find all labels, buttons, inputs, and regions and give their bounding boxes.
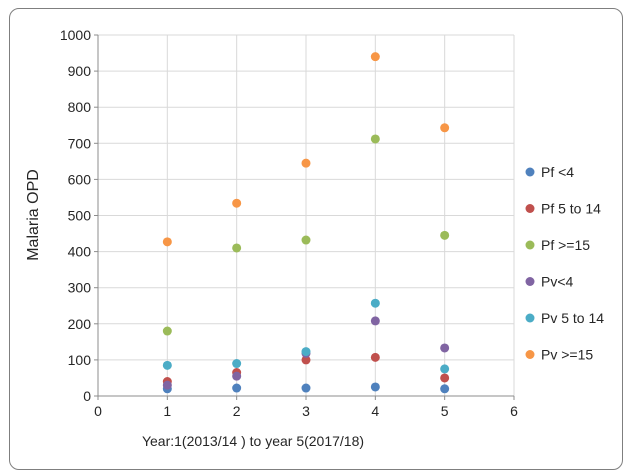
legend-marker [525, 277, 535, 286]
data-point [232, 198, 242, 208]
legend-marker [525, 204, 535, 213]
data-point [301, 235, 311, 245]
data-point [232, 371, 242, 381]
data-point [232, 359, 242, 369]
data-point [301, 158, 311, 168]
data-point [301, 347, 311, 357]
x-axis-label: Year:1(2013/14 ) to year 5(2017/18) [142, 433, 364, 449]
y-tick-label: 600 [68, 171, 92, 187]
y-axis-label: Malaria OPD [25, 169, 42, 261]
y-tick-label: 0 [83, 388, 91, 404]
legend-label: Pf >=15 [541, 237, 590, 253]
data-point [370, 52, 380, 62]
data-point [162, 237, 172, 247]
x-tick-label: 6 [510, 403, 518, 419]
x-tick-label: 2 [233, 403, 241, 419]
legend: Pf <4 Pf 5 to 14 Pf >=15 Pv<4 Pv 5 to 14 Pv >… [525, 164, 604, 363]
data-point [370, 298, 380, 308]
data-point [440, 373, 450, 383]
x-tick-label: 3 [302, 403, 310, 419]
data-point [440, 123, 450, 133]
data-point [232, 383, 242, 393]
y-tick-label: 300 [68, 280, 92, 296]
legend-marker [525, 167, 535, 177]
legend-label: Pf <4 [541, 164, 574, 180]
y-tick-label: 400 [68, 244, 92, 260]
x-tick-label: 5 [441, 403, 449, 419]
legend-label: Pv<4 [541, 274, 574, 290]
scatter-chart: 0 100 200 300 400 500 600 700 800 900 1000 0 1 2 3 4 5 6… [25, 27, 604, 449]
data-point [162, 326, 172, 336]
y-tick-label: 500 [68, 208, 92, 224]
y-tick-label: 700 [68, 135, 92, 151]
data-point [162, 360, 172, 370]
legend-label: Pf 5 to 14 [541, 201, 601, 217]
data-point [162, 380, 172, 390]
y-tick-label: 1000 [60, 27, 91, 43]
y-tick-labels: 0 100 200 300 400 500 600 700 800 900 1000 [60, 27, 91, 404]
data-points [162, 52, 450, 394]
chart-frame: 0 100 200 300 400 500 600 700 800 900 1000 0 1 2 3 4 5 6… [9, 8, 623, 470]
y-tick-label: 100 [68, 352, 92, 368]
data-point [232, 243, 242, 253]
legend-label: Pv 5 to 14 [541, 310, 604, 326]
data-point [301, 355, 311, 365]
legend-marker [525, 350, 535, 359]
legend-marker [525, 313, 535, 323]
legend-marker [525, 240, 535, 250]
data-point [440, 364, 450, 374]
x-tick-label: 4 [371, 403, 379, 419]
data-point [301, 383, 311, 393]
data-point [440, 230, 450, 240]
y-tick-label: 200 [68, 316, 92, 332]
x-tick-label: 1 [163, 403, 171, 419]
data-point [440, 384, 450, 394]
data-point [440, 343, 450, 353]
x-tick-label: 0 [94, 403, 102, 419]
axes [94, 34, 515, 400]
data-point [370, 316, 380, 326]
data-point [370, 134, 380, 144]
data-point [370, 352, 380, 362]
y-tick-label: 800 [68, 99, 92, 115]
data-point [370, 382, 380, 392]
legend-label: Pv >=15 [541, 347, 593, 363]
gridlines [98, 34, 515, 396]
y-tick-label: 900 [68, 63, 92, 79]
x-tick-labels: 0 1 2 3 4 5 6 [94, 403, 518, 419]
